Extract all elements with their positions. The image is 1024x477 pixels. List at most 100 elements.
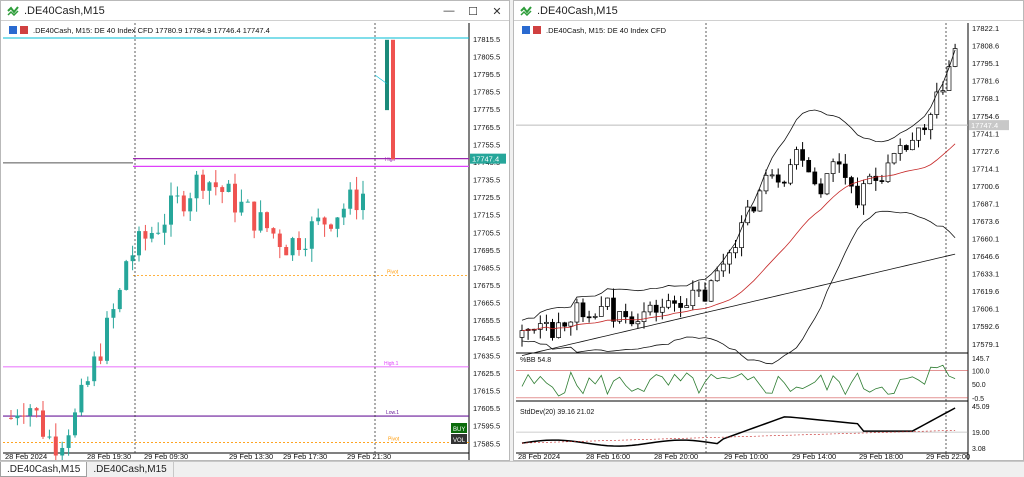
bollinger-lower	[521, 210, 956, 365]
price-tick-label: 17795.1	[972, 59, 999, 68]
bb-scale-label: -0.5	[972, 396, 984, 403]
left-window-title: .DE40Cash,M15	[24, 4, 105, 17]
price-tick-label: 17700.6	[972, 182, 999, 191]
candle-body	[867, 175, 873, 185]
candle-body	[727, 252, 732, 265]
candle-body	[15, 415, 20, 419]
level-label: Pivot	[387, 269, 399, 275]
price-tick-label: 17785.5	[473, 88, 500, 97]
candle-body	[879, 180, 885, 182]
candle-body	[271, 228, 276, 234]
candle-body	[574, 302, 580, 323]
price-tick-label: 17619.6	[972, 287, 999, 296]
current-price: 17747.4	[971, 121, 998, 130]
candle-body	[194, 174, 199, 199]
candle-body	[751, 206, 757, 212]
left-price-chart[interactable]: .DE40Cash, M15: DE 40 Index CFD 17780.9 …	[3, 23, 509, 470]
price-tick-label: 17585.5	[473, 439, 500, 448]
candle-body	[207, 182, 212, 191]
chart-header: .DE40Cash, M15: DE 40 Index CFD 17780.9 …	[33, 26, 270, 35]
price-tick-label: 17695.5	[473, 246, 500, 255]
candle-body	[258, 212, 263, 231]
price-tick-label: 17755.5	[473, 140, 500, 149]
candle-body	[678, 302, 683, 308]
candle-body	[641, 311, 647, 322]
price-tick-label: 17605.5	[473, 404, 500, 413]
moving-average	[521, 253, 956, 356]
candle-body	[47, 436, 52, 438]
tab-chart-1[interactable]: .DE40Cash,M15	[0, 462, 88, 477]
candle-body	[348, 189, 353, 209]
bollinger-upper	[521, 49, 956, 321]
price-tick-label: 17673.6	[972, 217, 999, 226]
candle-body	[684, 305, 690, 308]
candle-body	[284, 247, 289, 256]
candle-body	[635, 321, 641, 325]
price-tick-label: 17646.6	[972, 252, 999, 261]
candle-body	[885, 162, 891, 182]
bb-scale-label: 100.0	[972, 369, 990, 376]
price-tick-label: 17595.5	[473, 422, 500, 431]
candle-body	[598, 306, 604, 317]
candle-body	[544, 321, 549, 324]
candle-body	[361, 193, 365, 211]
left-chart-window: .DE40Cash,M15 — ☐ ✕ .DE40Cash, M15: DE 4…	[0, 0, 510, 470]
tab-chart-2[interactable]: .DE40Cash,M15	[87, 462, 174, 477]
candle-body	[9, 417, 13, 419]
candle-body	[891, 153, 897, 164]
candle-body	[117, 289, 122, 310]
stddev-scale-label: 3.08	[972, 446, 986, 453]
candle-body	[316, 217, 321, 222]
candle-body	[763, 174, 769, 192]
candle-body	[290, 238, 295, 256]
vol-badge-label: VOL	[453, 438, 466, 444]
candle-body	[916, 127, 921, 141]
price-tick-label: 17727.6	[972, 147, 999, 156]
candle-body	[85, 381, 90, 385]
candle-body	[855, 185, 860, 206]
chart-tab-bar: .DE40Cash,M15 .DE40Cash,M15	[0, 461, 1024, 477]
candle-body	[952, 48, 958, 67]
right-title-bar[interactable]: .DE40Cash,M15	[514, 1, 1023, 21]
candle-body	[265, 212, 269, 229]
candle-body	[934, 91, 940, 115]
price-tick-label: 17775.5	[473, 105, 500, 114]
candle-body	[105, 317, 109, 361]
candle-body	[303, 248, 308, 250]
candle-body	[946, 66, 952, 91]
chart-window-icon	[519, 4, 533, 18]
vol-badge	[451, 434, 467, 444]
left-title-bar[interactable]: .DE40Cash,M15 — ☐ ✕	[1, 1, 509, 21]
stddev-scale-label: 45.09	[972, 404, 990, 411]
candle-body	[385, 39, 389, 111]
candle-body	[562, 322, 568, 327]
candle-body	[550, 321, 555, 338]
minimize-button[interactable]: —	[443, 5, 455, 17]
current-price-tag	[470, 153, 506, 164]
candle-body	[861, 183, 866, 206]
price-tick-label: 17715.5	[473, 211, 500, 220]
candle-body	[842, 163, 848, 178]
candle-body	[322, 217, 327, 225]
plot-area	[3, 23, 469, 460]
price-tick-label: 17705.5	[473, 228, 500, 237]
level-label: High.1	[384, 361, 399, 367]
candle-body	[623, 311, 629, 318]
candle-body	[143, 231, 148, 239]
candle-body	[605, 297, 610, 307]
price-tick-label: 17660.1	[972, 235, 999, 244]
maximize-button[interactable]: ☐	[468, 5, 478, 18]
candle-body	[213, 182, 218, 188]
right-price-chart[interactable]: .DE40Cash, M15: DE 40 Index CFD 17822.1 17…	[516, 23, 1023, 465]
header-flag	[522, 26, 530, 34]
level-label: Low.1	[386, 410, 399, 416]
price-tick-label: 17665.5	[473, 299, 500, 308]
header-flag	[533, 26, 541, 34]
time-tick-label: 29 Feb 22:00	[926, 452, 970, 460]
candle-body	[66, 435, 71, 448]
candle-body	[175, 195, 180, 197]
close-button[interactable]: ✕	[492, 5, 502, 18]
candle-body	[592, 316, 598, 318]
right-chart-window: .DE40Cash,M15 .DE40Cash, M15: DE 40 Inde…	[513, 0, 1024, 461]
chart-window-icon	[6, 4, 20, 18]
